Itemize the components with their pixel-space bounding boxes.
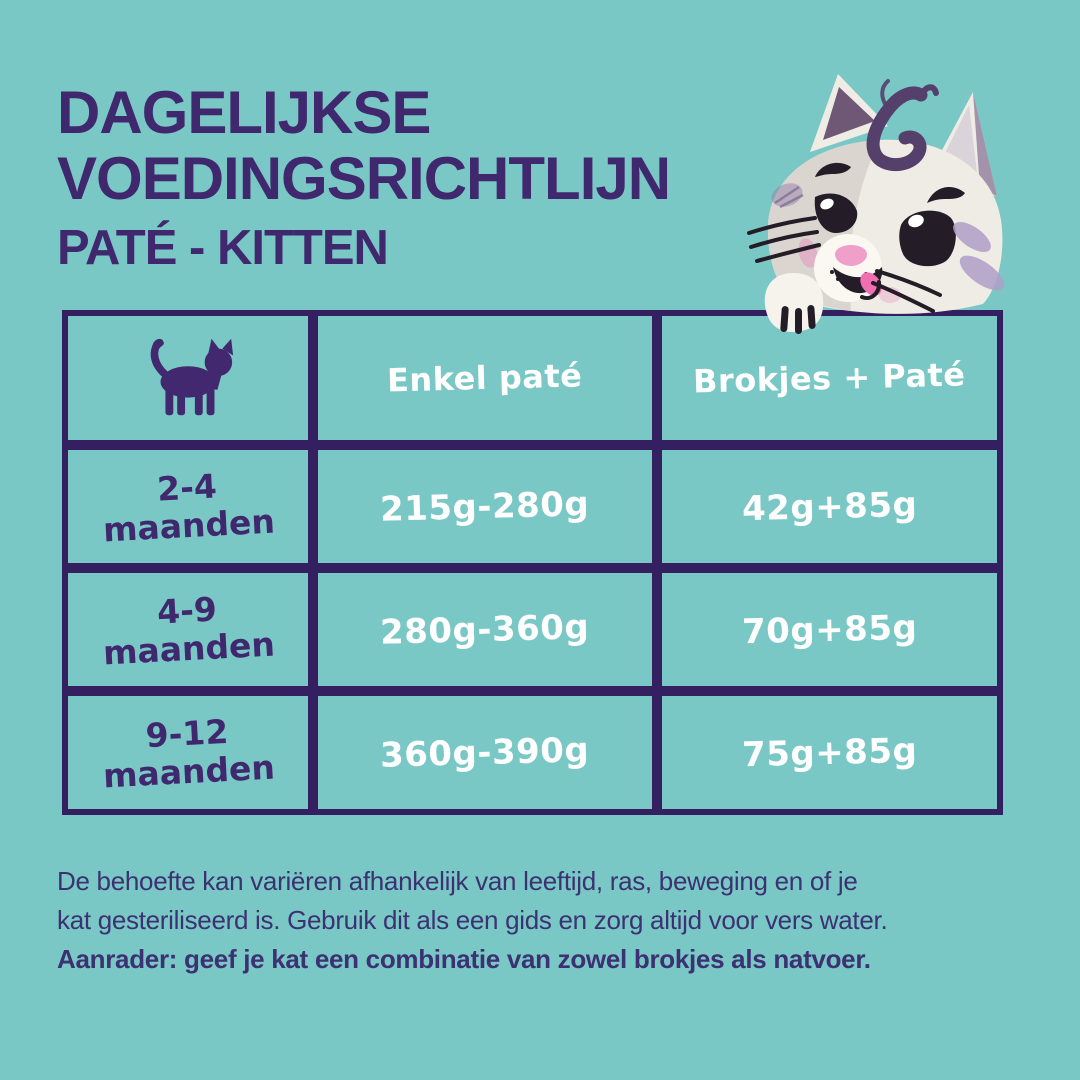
pate-amount: 360g-390g — [379, 729, 591, 776]
combo-amount: 42g+85g — [741, 484, 918, 529]
combo-amount: 70g+85g — [741, 607, 918, 652]
page-subtitle: PATÉ - KITTEN — [57, 221, 389, 275]
table-header-enkel-pate: Enkel paté — [318, 316, 652, 440]
table-row-brokjes-pate-cell: 75g+85g — [662, 696, 997, 809]
table-row-age-cell: 9-12 maanden — [68, 696, 308, 809]
age-label: 4-9 maanden — [100, 587, 276, 672]
table-header-age-cell — [68, 316, 308, 440]
footnote: De behoefte kan variëren afhankelijk van… — [57, 862, 888, 940]
table-row-age-cell: 4-9 maanden — [68, 573, 308, 686]
table-row-enkel-pate-cell: 215g-280g — [318, 450, 652, 563]
column-header-label: Brokjes + Paté — [692, 355, 967, 401]
table-row-brokjes-pate-cell: 42g+85g — [662, 450, 997, 563]
table-row-brokjes-pate-cell: 70g+85g — [662, 573, 997, 686]
footnote-line1: De behoefte kan variëren afhankelijk van… — [57, 866, 858, 896]
table-row-enkel-pate-cell: 360g-390g — [318, 696, 652, 809]
table-row-age-cell: 2-4 maanden — [68, 450, 308, 563]
title-block: DAGELIJKSE VOEDINGSRICHTLIJN PATÉ - KITT… — [57, 79, 671, 275]
cat-nose — [835, 245, 867, 266]
cat-eye-right — [899, 210, 956, 267]
table-header-brokjes-pate: Brokjes + Paté — [662, 316, 997, 440]
column-header-label: Enkel paté — [386, 356, 584, 400]
combo-amount: 75g+85g — [741, 730, 918, 775]
cat-silhouette-icon — [150, 338, 234, 416]
age-unit: maanden — [102, 501, 276, 549]
feeding-table: Enkel paté Brokjes + Paté 2-4 maanden 21… — [62, 310, 1003, 815]
age-unit: maanden — [102, 747, 276, 795]
page-title-line2: VOEDINGSRICHTLIJN — [57, 145, 671, 212]
cat-hair-curl — [866, 86, 928, 172]
age-label: 9-12 maanden — [100, 710, 276, 795]
age-unit: maanden — [102, 624, 276, 672]
recommendation-text: Aanrader: geef je kat een combinatie van… — [57, 944, 871, 974]
pate-amount: 280g-360g — [379, 606, 591, 653]
cat-mascot-illustration — [747, 74, 1005, 334]
footnote-line2: kat gesteriliseerd is. Gebruik dit als e… — [57, 905, 888, 935]
cat-whiskers — [747, 216, 942, 313]
table-row-enkel-pate-cell: 280g-360g — [318, 573, 652, 686]
page-title-line1: DAGELIJKSE — [57, 79, 431, 146]
age-label: 2-4 maanden — [100, 464, 276, 549]
pate-amount: 215g-280g — [379, 483, 591, 530]
